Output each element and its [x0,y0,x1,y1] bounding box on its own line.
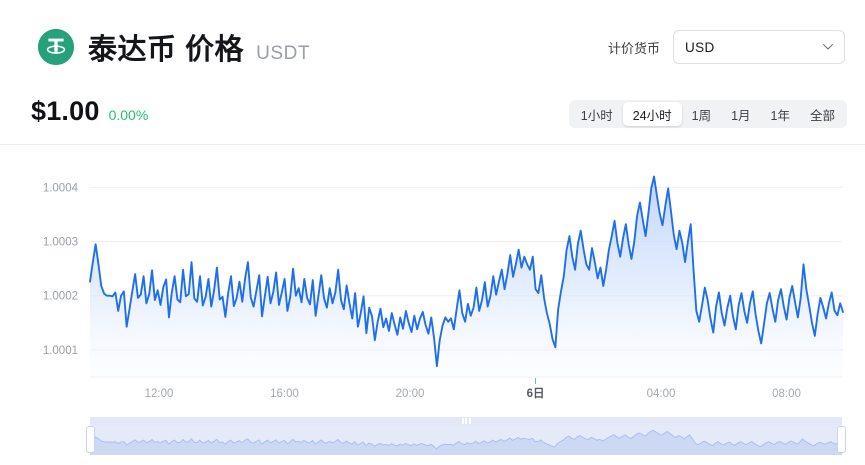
chart-line [89,175,844,368]
range-tab-2[interactable]: 24小时 [622,102,682,126]
chart-y-axis: 1.0004 1.0003 1.0002 1.0001 [43,182,79,357]
brush-grip-bar[interactable] [90,417,842,425]
coin-symbol: USDT [256,43,311,64]
brush-line [90,429,842,450]
price-change-percent: 0.00% [108,107,149,123]
y-axis-tick-label: 1.0004 [43,182,79,194]
coin-name: 泰达币 价格 [88,34,245,66]
currency-label: 计价货币 [607,40,660,56]
range-tab-6[interactable]: 全部 [809,108,835,123]
x-axis-tick-label: 12:00 [145,388,174,400]
y-axis-tick-label: 1.0001 [43,345,78,357]
chart-range-slider[interactable] [86,417,846,455]
time-range-tabs[interactable]: 1小时 24小时 1周 1月 1年 全部 [568,100,847,128]
y-axis-tick-label: 1.0003 [43,237,78,249]
chevron-down-icon [823,44,833,50]
x-axis-tick-label: 08:00 [772,388,801,400]
price-block: $1.00 0.00% [31,96,148,127]
chart-x-axis: 12:00 16:00 20:00 6日 04:00 08:00 [145,378,801,400]
brush-area-fill [90,430,842,455]
page-header: 泰达币 价格 USDT 计价货币 USD [0,0,865,92]
brush-grip-dots[interactable] [460,418,472,424]
range-tab-3[interactable]: 1周 [691,108,712,123]
price-row: $1.00 0.00% 1小时 24小时 1周 1月 1年 全部 [0,92,865,144]
price-value: $1.00 [31,96,100,126]
brush-handle-left[interactable] [86,426,95,453]
currency-select[interactable]: USD [673,30,845,64]
range-tab-4[interactable]: 1月 [731,108,751,123]
range-tab-5[interactable]: 1年 [770,108,790,123]
price-chart[interactable]: 1.0004 1.0003 1.0002 1.0001 12:00 16:00 20:00… [0,144,865,410]
brush-window[interactable] [90,425,842,455]
brush-handle-right[interactable] [837,426,846,453]
x-axis-tick-label: 04:00 [647,388,676,400]
tether-logo-icon [38,29,74,65]
x-axis-tick-label: 6日 [527,387,545,400]
chart-area-fill [90,176,843,377]
page-title: 泰达币 价格 USDT [88,26,310,68]
y-axis-tick-label: 1.0002 [43,291,78,303]
currency-select-value: USD [685,39,715,55]
x-axis-tick-label: 20:00 [396,388,425,400]
currency-selector-group: 计价货币 USD [608,30,845,64]
range-tab-1[interactable]: 1小时 [580,108,613,123]
x-axis-tick-label: 16:00 [270,388,299,400]
